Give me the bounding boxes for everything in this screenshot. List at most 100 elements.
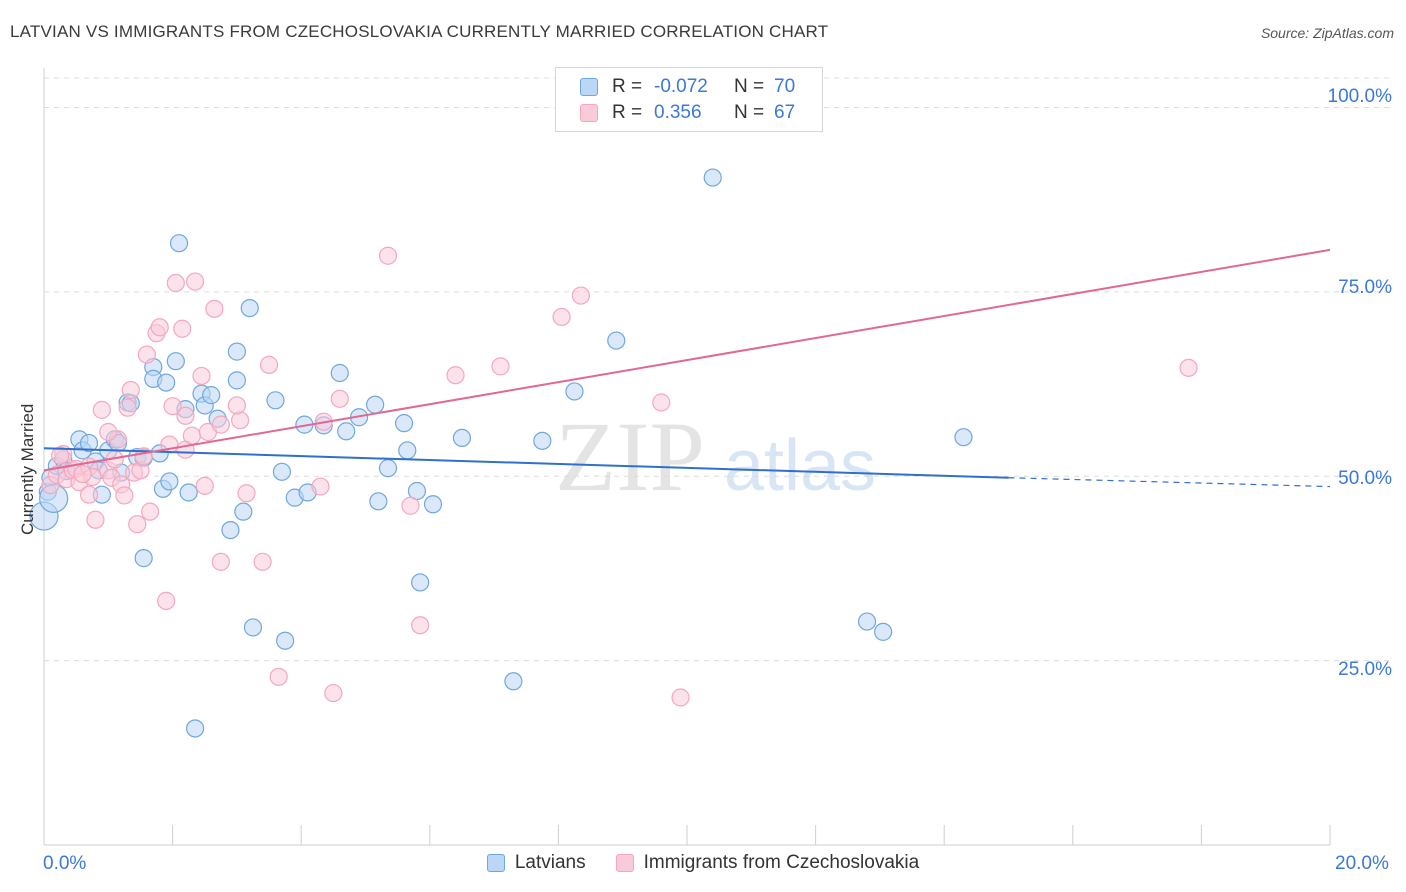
legend-swatch-pink <box>615 854 634 872</box>
czech-point <box>259 355 279 374</box>
czech-point <box>195 476 214 495</box>
czech-point <box>115 486 134 505</box>
latvian-point <box>227 342 246 361</box>
latvian-point <box>954 428 973 447</box>
czech-point <box>79 485 99 504</box>
czech-point <box>330 389 349 408</box>
latvian-point <box>398 441 417 460</box>
czech-point <box>73 464 92 484</box>
x-tick-max: 20.0% <box>1335 853 1389 874</box>
czech-point <box>182 426 201 445</box>
czech-point <box>227 396 246 415</box>
czech-point <box>231 411 250 430</box>
czech-point <box>491 357 510 376</box>
legend-r-label: R = <box>612 102 643 123</box>
czech-point <box>552 307 571 327</box>
legend-row-latvians: R = -0.072 N = 70 <box>580 75 795 99</box>
czech-point <box>253 552 272 571</box>
czech-point <box>50 446 70 465</box>
latvian-point <box>565 382 584 401</box>
legend-n-label: N = <box>734 76 765 97</box>
czech-point <box>128 515 147 534</box>
y-tick-50: 50.0% <box>1338 468 1392 489</box>
latvian-point <box>452 428 472 447</box>
latvian-point <box>366 395 385 414</box>
legend-r-label: R = <box>612 76 643 97</box>
czech-point <box>237 484 256 503</box>
watermark: ZIP atlas <box>555 401 876 512</box>
czech-trend-line <box>43 248 1331 472</box>
legend-n-label: N = <box>734 102 765 123</box>
czech-point <box>211 552 230 571</box>
latvian-point <box>394 414 414 433</box>
czech-point <box>99 422 118 442</box>
czech-point <box>186 272 205 291</box>
czech-point <box>324 683 343 703</box>
czech-point <box>137 345 156 364</box>
czech-point <box>173 319 192 338</box>
czech-point <box>211 415 230 434</box>
czech-point <box>571 286 591 305</box>
latvian-point <box>160 472 179 491</box>
latvian-point <box>272 462 292 481</box>
y-tick-75: 75.0% <box>1338 277 1392 298</box>
chart-title: LATVIAN VS IMMIGRANTS FROM CZECHOSLOVAKI… <box>10 22 829 41</box>
czech-point <box>411 616 430 635</box>
czech-point <box>378 246 398 265</box>
czech-point <box>118 398 137 417</box>
axes <box>43 68 1331 846</box>
czech-point <box>150 318 169 337</box>
latvian-point <box>874 622 893 641</box>
czech-point <box>140 502 160 521</box>
legend-n-value: 70 <box>774 76 796 97</box>
legend-r-value: 0.356 <box>654 102 702 123</box>
czech-point <box>671 688 690 707</box>
latvian-point <box>186 719 205 738</box>
legend-swatch-blue <box>486 854 505 872</box>
stats-legend: R = -0.072 N = 70 R = 0.356 N = 67 <box>555 67 823 132</box>
czech-point <box>652 393 671 412</box>
legend-item-czech: Immigrants from Czechoslovakia <box>615 852 920 874</box>
scatter-points <box>29 104 1198 738</box>
legend-label-latvians: Latvians <box>514 852 586 873</box>
latvian-point <box>79 433 99 453</box>
latvian-point <box>234 502 253 521</box>
latvian-point <box>221 520 240 540</box>
czech-point <box>86 510 105 529</box>
latvian-point <box>411 573 430 592</box>
latvian-point <box>423 495 443 514</box>
latvian-point <box>240 299 259 318</box>
watermark-atlas: atlas <box>724 426 876 506</box>
czech-point <box>176 406 195 425</box>
latvian-point <box>227 371 246 390</box>
x-tick-min: 0.0% <box>43 853 87 874</box>
latvian-point <box>166 352 185 371</box>
latvian-point <box>169 234 189 253</box>
watermark-zip: ZIP <box>555 401 705 512</box>
legend-label-czech: Immigrants from Czechoslovakia <box>643 852 920 873</box>
latvian-point <box>243 618 263 637</box>
latvian-point <box>533 431 552 450</box>
legend-n-value: 67 <box>774 102 796 123</box>
czech-point <box>92 400 111 419</box>
latvian-trend-line <box>43 447 1009 479</box>
latvian-point <box>607 331 626 350</box>
latvian-point <box>504 672 523 691</box>
latvian-trend-extension <box>1008 477 1331 488</box>
legend-row-czech: R = 0.356 N = 67 <box>580 101 795 125</box>
latvian-point <box>179 483 198 502</box>
czech-point <box>401 496 420 515</box>
latvian-point <box>378 459 398 478</box>
latvian-point <box>276 631 295 650</box>
y-axis-label-wrap: Currently Married <box>18 404 149 555</box>
czech-point <box>446 366 465 385</box>
latvian-point <box>266 391 285 410</box>
legend-swatch-pink <box>580 104 598 122</box>
czech-point <box>166 273 185 293</box>
latvian-point <box>157 373 176 392</box>
latvian-point <box>337 422 356 441</box>
legend-r-value: -0.072 <box>654 76 708 97</box>
y-tick-100: 100.0% <box>1327 86 1392 107</box>
y-axis-label: Currently Married <box>18 403 37 535</box>
